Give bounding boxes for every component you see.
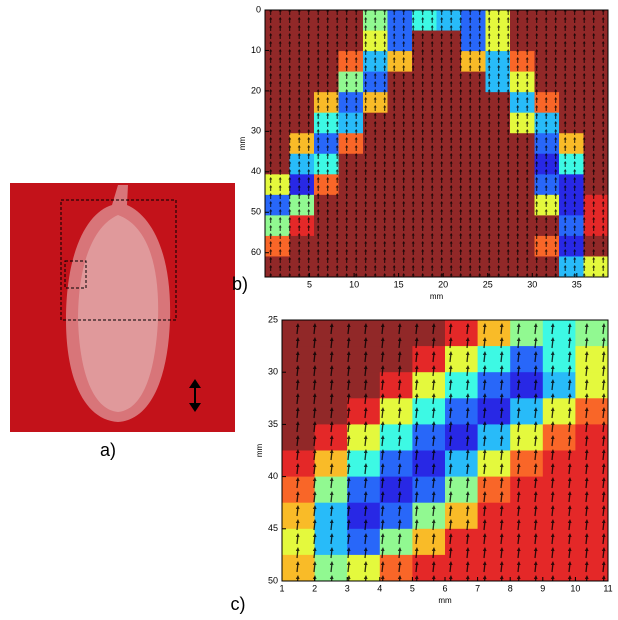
x-tick-label: 25 bbox=[483, 279, 493, 289]
x-axis-label: mm bbox=[438, 596, 452, 605]
y-axis-label: mm bbox=[238, 137, 247, 151]
x-tick-label: 20 bbox=[438, 279, 448, 289]
y-tick-label: 20 bbox=[251, 85, 261, 95]
y-tick-label: 30 bbox=[268, 367, 278, 377]
figure: a) 51015202530350102030405060mmmmb)12345… bbox=[0, 0, 618, 620]
y-tick-label: 40 bbox=[268, 471, 278, 481]
x-tick-label: 3 bbox=[345, 583, 350, 593]
x-tick-label: 5 bbox=[410, 583, 415, 593]
x-axis-label: mm bbox=[430, 292, 444, 301]
x-tick-label: 8 bbox=[508, 583, 513, 593]
y-axis-label: mm bbox=[255, 444, 264, 458]
y-tick-label: 40 bbox=[251, 166, 261, 176]
y-tick-label: 0 bbox=[256, 4, 261, 14]
x-tick-label: 7 bbox=[475, 583, 480, 593]
x-tick-label: 6 bbox=[442, 583, 447, 593]
x-tick-label: 35 bbox=[572, 279, 582, 289]
panel-label: c) bbox=[231, 594, 246, 614]
x-tick-label: 5 bbox=[307, 279, 312, 289]
vector-field bbox=[265, 10, 608, 277]
panel-label: b) bbox=[232, 274, 248, 294]
y-tick-label: 50 bbox=[251, 207, 261, 217]
photo bbox=[10, 183, 235, 432]
x-tick-label: 2 bbox=[312, 583, 317, 593]
y-tick-label: 60 bbox=[251, 247, 261, 257]
y-tick-label: 35 bbox=[268, 419, 278, 429]
y-tick-label: 45 bbox=[268, 523, 278, 533]
x-tick-label: 1 bbox=[279, 583, 284, 593]
y-tick-label: 50 bbox=[268, 575, 278, 585]
y-tick-label: 30 bbox=[251, 126, 261, 136]
x-tick-label: 15 bbox=[394, 279, 404, 289]
panel-label: a) bbox=[100, 440, 116, 460]
x-tick-label: 9 bbox=[540, 583, 545, 593]
x-tick-label: 10 bbox=[349, 279, 359, 289]
vector-field bbox=[282, 320, 608, 581]
x-tick-label: 10 bbox=[570, 583, 580, 593]
x-tick-label: 4 bbox=[377, 583, 382, 593]
y-tick-label: 25 bbox=[268, 314, 278, 324]
y-tick-label: 10 bbox=[251, 45, 261, 55]
x-tick-label: 30 bbox=[527, 279, 537, 289]
x-tick-label: 11 bbox=[603, 583, 612, 593]
